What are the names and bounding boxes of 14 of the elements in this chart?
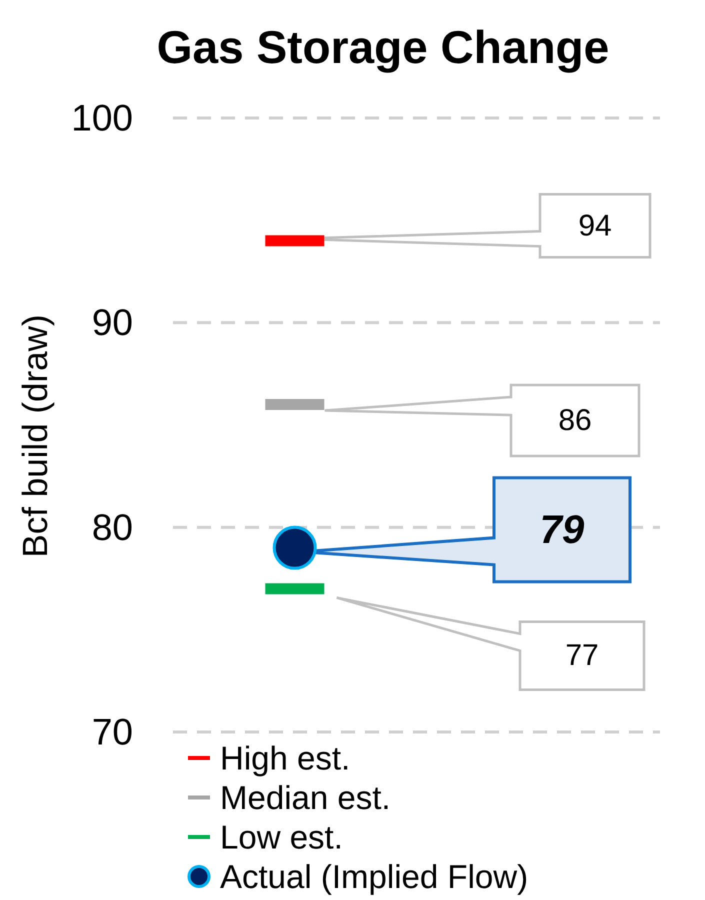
legend-label: Actual (Implied Flow): [220, 858, 528, 895]
y-tick-label: 80: [92, 506, 133, 548]
annotation: 79: [540, 508, 585, 552]
y-tick-label: 70: [92, 712, 133, 752]
legend-label: Median est.: [220, 779, 391, 816]
legend-label: Low est.: [220, 818, 343, 856]
y-tick-label: 100: [71, 98, 133, 138]
annotation: 94: [578, 209, 612, 242]
y-tick-label: 90: [92, 302, 133, 344]
annotation: 86: [558, 404, 592, 438]
legend-label: High est.: [220, 740, 350, 776]
chart-title: Gas Storage Change: [156, 21, 610, 73]
annotation: 77: [565, 639, 599, 672]
y-axis-title: Bcf build (draw): [16, 314, 55, 558]
